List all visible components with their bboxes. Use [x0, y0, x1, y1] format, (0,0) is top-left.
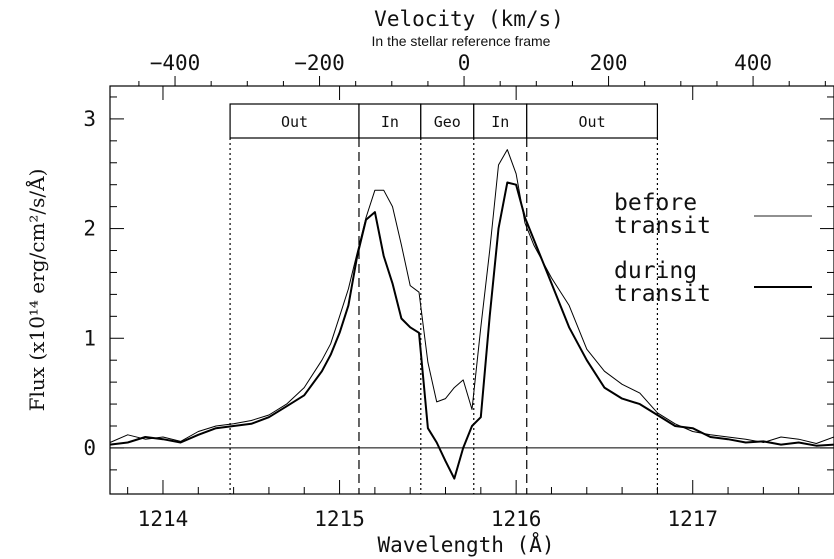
region-label: Geo	[434, 113, 461, 131]
region-label: In	[491, 113, 509, 131]
y-tick-label: 1	[83, 326, 96, 350]
velocity-tick-label: −200	[294, 51, 345, 75]
legend: before transit during transit	[614, 190, 812, 307]
velocity-tick-label: −400	[150, 51, 201, 75]
velocity-tick-label: 400	[734, 51, 772, 75]
legend-entry-before-transit: before transit	[614, 190, 711, 239]
x-tick-label: 1216	[491, 507, 542, 531]
x-tick-label: 1214	[138, 507, 189, 531]
velocity-tick-label: 0	[458, 51, 471, 75]
y-tick-label: 0	[83, 436, 96, 460]
chart-title: Velocity (km/s)	[374, 7, 564, 31]
region-label: In	[381, 113, 399, 131]
region-annotations: Out In Geo In Out	[229, 103, 659, 494]
series-line-during-transit	[109, 181, 834, 480]
region-box	[420, 103, 475, 139]
y-tick-label: 3	[83, 107, 96, 131]
region-label: Out	[281, 113, 308, 131]
legend-entry-during-transit: during transit	[614, 258, 711, 307]
axes: 1214 1215 1216 1217 −400 −200 0 200 400 0 1 2 3	[83, 51, 834, 531]
plot-frame	[109, 85, 834, 495]
x-tick-label: 1215	[314, 507, 365, 531]
x-tick-label: 1217	[667, 507, 718, 531]
region-label: Out	[579, 113, 606, 131]
x-axis-label: Wavelength (Å)	[377, 531, 554, 557]
velocity-tick-label: 200	[590, 51, 628, 75]
y-axis-label: Flux (x10¹⁴ erg/cm²/s/Å)	[24, 169, 49, 412]
chart-subtitle: In the stellar reference frame	[372, 33, 551, 49]
region-box	[473, 103, 528, 139]
region-box	[358, 103, 422, 139]
plot-border	[109, 85, 834, 495]
y-tick-label: 2	[83, 217, 96, 241]
series-line-before-transit	[109, 149, 834, 444]
region-box	[526, 103, 659, 139]
spectrum-series	[109, 149, 834, 480]
